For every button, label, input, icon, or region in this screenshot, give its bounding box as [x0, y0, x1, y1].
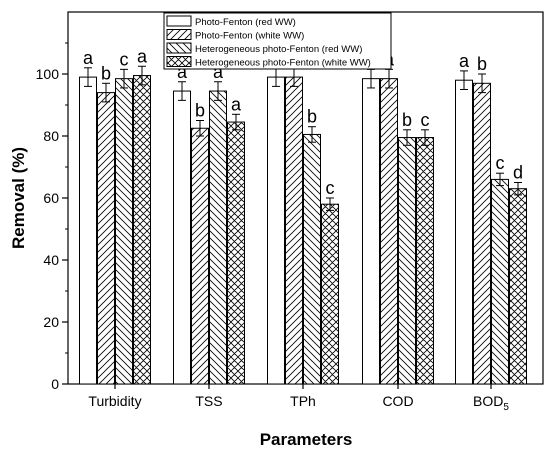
bar	[455, 79, 473, 385]
bar	[491, 178, 509, 385]
y-tick-label: 100	[36, 66, 60, 82]
legend-label: Heterogeneous photo-Fenton (red WW)	[195, 44, 362, 55]
significance-letter: b	[402, 110, 412, 130]
significance-letter: a	[459, 51, 470, 71]
significance-letter: a	[83, 48, 94, 68]
legend-swatch	[166, 29, 192, 40]
x-tick-label: COD	[382, 393, 413, 409]
significance-letter: b	[195, 101, 205, 121]
bar	[209, 90, 227, 385]
bar	[191, 127, 209, 385]
y-tick-label: 20	[43, 314, 59, 330]
significance-letter: d	[513, 163, 523, 183]
significance-letter: b	[477, 54, 487, 74]
bar	[133, 75, 151, 385]
bar	[398, 137, 416, 385]
x-axis-title: Parameters	[260, 430, 353, 449]
legend-label: Heterogeneous photo-Fenton (white WW)	[195, 58, 371, 69]
significance-letter: b	[101, 63, 111, 83]
bar	[321, 203, 339, 385]
x-tick-label: TPh	[290, 393, 316, 409]
bar	[115, 78, 133, 385]
y-tick-label: 60	[43, 190, 59, 206]
y-tick-label: 80	[43, 128, 59, 144]
significance-letter: c	[421, 110, 430, 130]
y-tick-label: 0	[51, 376, 59, 392]
bar	[227, 121, 245, 385]
chart-marks: 020406080100abcaTurbidityabaaTSSaabcTPha…	[36, 12, 527, 413]
bar	[285, 76, 303, 385]
significance-letter: c	[326, 178, 335, 198]
significance-letter: a	[137, 46, 148, 66]
bar	[380, 78, 398, 385]
legend-swatch	[166, 15, 192, 27]
significance-letter: a	[213, 62, 224, 82]
bar	[303, 133, 321, 385]
legend-box	[163, 12, 392, 70]
legend-swatch	[166, 42, 192, 54]
bar	[79, 76, 97, 385]
x-tick-label: TSS	[195, 393, 222, 409]
legend-swatch	[166, 56, 192, 67]
legend-label: Photo-Fenton (white WW)	[195, 31, 304, 42]
x-tick-label: BOD5	[473, 393, 509, 413]
significance-letter: c	[496, 153, 505, 173]
bar	[473, 82, 491, 385]
bar	[362, 78, 380, 385]
significance-letter: c	[120, 49, 129, 69]
bar	[97, 92, 115, 385]
y-tick-label: 40	[43, 252, 59, 268]
bar	[267, 76, 285, 385]
legend-label: Photo-Fenton (red WW)	[195, 17, 296, 28]
significance-letter: b	[307, 107, 317, 127]
bar	[509, 188, 527, 385]
significance-letter: a	[177, 62, 188, 82]
significance-letter: a	[231, 94, 242, 114]
x-tick-label: Turbidity	[88, 393, 141, 409]
bar	[173, 90, 191, 385]
y-axis-title: Removal (%)	[9, 147, 28, 249]
bar	[416, 137, 434, 385]
